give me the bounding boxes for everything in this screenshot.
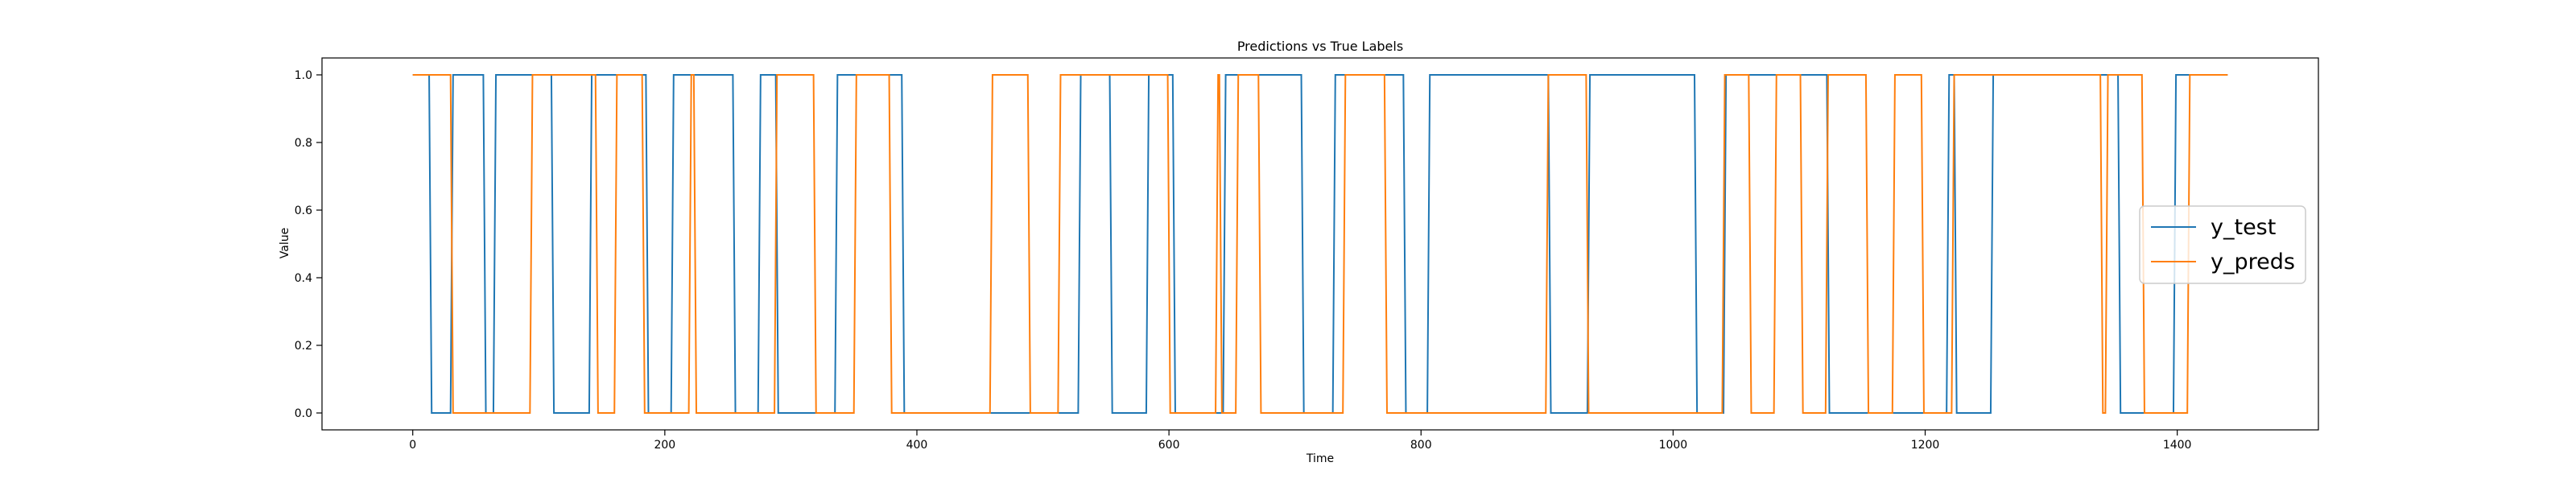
x-tick-label: 1400 xyxy=(2163,439,2192,452)
x-tick-label: 400 xyxy=(906,439,928,452)
chart-title: Predictions vs True Labels xyxy=(1237,39,1403,54)
x-axis-label: Time xyxy=(1306,452,1334,465)
x-tick-label: 600 xyxy=(1158,439,1180,452)
x-tick-label: 1000 xyxy=(1659,439,1688,452)
x-tick-label: 200 xyxy=(654,439,675,452)
y-tick-label: 0.8 xyxy=(295,137,312,150)
y-tick-label: 1.0 xyxy=(295,69,312,82)
plot-area: 0 200 400 600 800 1000 1200 1400 0.0 0.2 0.4 0.6 0.8… xyxy=(295,57,2319,452)
y-tick-label: 0.6 xyxy=(295,204,312,217)
legend-box xyxy=(2139,205,2306,284)
y-tick-label: 0.4 xyxy=(295,272,312,285)
legend: y_test y_preds xyxy=(2139,205,2306,284)
x-tick-label: 1200 xyxy=(1911,439,1940,452)
y-tick-label: 0.2 xyxy=(295,340,312,353)
legend-label: y_test xyxy=(2211,215,2276,240)
series-line-y-preds xyxy=(412,74,2228,414)
legend-label: y_preds xyxy=(2211,250,2295,275)
y-axis-label: Value xyxy=(279,228,291,258)
axes-frame xyxy=(321,57,2319,431)
x-tick-label: 0 xyxy=(409,439,416,452)
y-tick-label: 0.0 xyxy=(295,407,312,420)
x-tick-label: 800 xyxy=(1410,439,1432,452)
